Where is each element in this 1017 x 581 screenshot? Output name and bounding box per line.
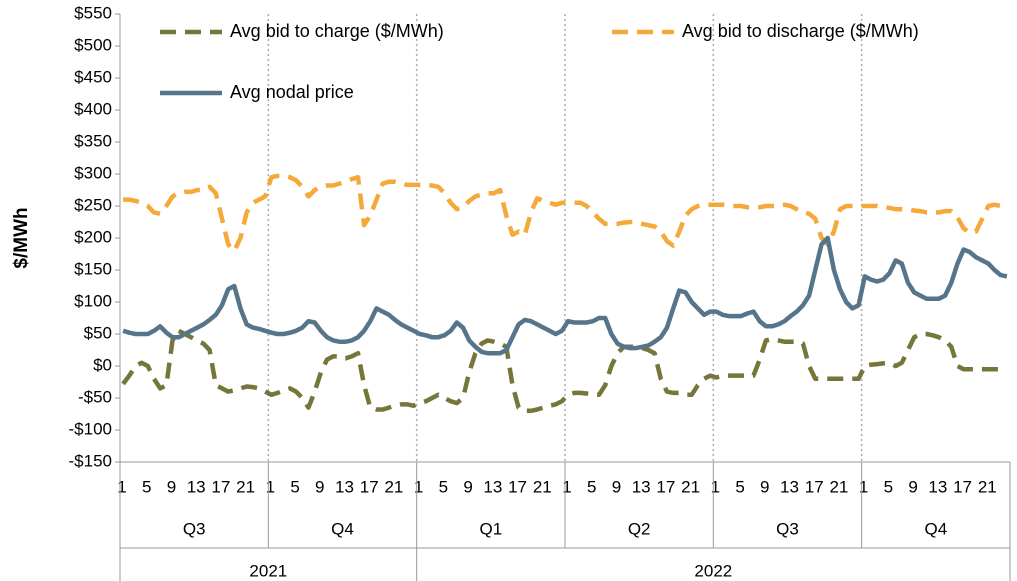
x-tick-label: 5: [587, 477, 596, 496]
x-tick-label: 1: [711, 477, 720, 496]
y-tick-label: $500: [74, 35, 112, 54]
x-tick-label: 9: [315, 477, 324, 496]
x-tick-label: 1: [117, 477, 126, 496]
x-tick-label: 17: [805, 477, 824, 496]
y-tick-label: $100: [74, 291, 112, 310]
x-tick-label: 1: [266, 477, 275, 496]
y-tick-label: $450: [74, 67, 112, 86]
line-series: [122, 235, 1008, 356]
x-tick-label: 1: [859, 477, 868, 496]
x-tick-label: 13: [632, 477, 651, 496]
year-label: 2021: [249, 561, 287, 580]
y-tick-label: $200: [74, 227, 112, 246]
quarter-label: Q1: [479, 519, 502, 538]
x-tick-label: 17: [508, 477, 527, 496]
legend-label: Avg bid to discharge ($/MWh): [682, 21, 919, 41]
y-tick-label: $400: [74, 99, 112, 118]
x-tick-label: 1: [414, 477, 423, 496]
x-tick-label: 9: [908, 477, 917, 496]
y-tick-label: $550: [74, 3, 112, 22]
quarter-label: Q4: [331, 519, 354, 538]
x-tick-label: 17: [360, 477, 379, 496]
y-tick-label: $150: [74, 259, 112, 278]
y-tick-label: $300: [74, 163, 112, 182]
x-tick-label: 21: [236, 477, 255, 496]
x-tick-label: 5: [735, 477, 744, 496]
legend-label: Avg nodal price: [230, 82, 354, 102]
x-tick-label: 17: [211, 477, 230, 496]
y-tick-label: -$150: [69, 451, 112, 470]
x-tick-label: 21: [533, 477, 552, 496]
line-series: [123, 173, 1007, 254]
x-tick-label: 9: [167, 477, 176, 496]
y-tick-label: -$100: [69, 419, 112, 438]
x-tick-label: 13: [335, 477, 354, 496]
x-tick-label: 13: [187, 477, 206, 496]
line-series: [121, 328, 1007, 414]
x-tick-label: 5: [290, 477, 299, 496]
x-tick-label: 21: [829, 477, 848, 496]
x-tick-label: 13: [928, 477, 947, 496]
quarter-label: Q4: [924, 519, 947, 538]
y-tick-label: $0: [93, 355, 112, 374]
legend-label: Avg bid to charge ($/MWh): [230, 21, 444, 41]
quarter-label: Q3: [776, 519, 799, 538]
x-tick-label: 9: [760, 477, 769, 496]
x-tick-label: 21: [681, 477, 700, 496]
y-tick-label: $250: [74, 195, 112, 214]
x-tick-label: 13: [483, 477, 502, 496]
quarter-label: Q2: [628, 519, 651, 538]
y-tick-label: $50: [84, 323, 112, 342]
x-tick-label: 5: [439, 477, 448, 496]
y-axis-label: $/MWh: [11, 207, 32, 268]
y-tick-label: -$50: [78, 387, 112, 406]
x-tick-label: 13: [780, 477, 799, 496]
x-tick-label: 17: [656, 477, 675, 496]
x-tick-label: 9: [463, 477, 472, 496]
x-tick-label: 5: [884, 477, 893, 496]
x-tick-label: 1: [562, 477, 571, 496]
x-tick-label: 9: [612, 477, 621, 496]
x-tick-label: 21: [978, 477, 997, 496]
year-label: 2022: [694, 561, 732, 580]
x-tick-label: 21: [384, 477, 403, 496]
quarter-label: Q3: [183, 519, 206, 538]
x-tick-label: 17: [953, 477, 972, 496]
x-tick-label: 5: [142, 477, 151, 496]
y-tick-label: $350: [74, 131, 112, 150]
